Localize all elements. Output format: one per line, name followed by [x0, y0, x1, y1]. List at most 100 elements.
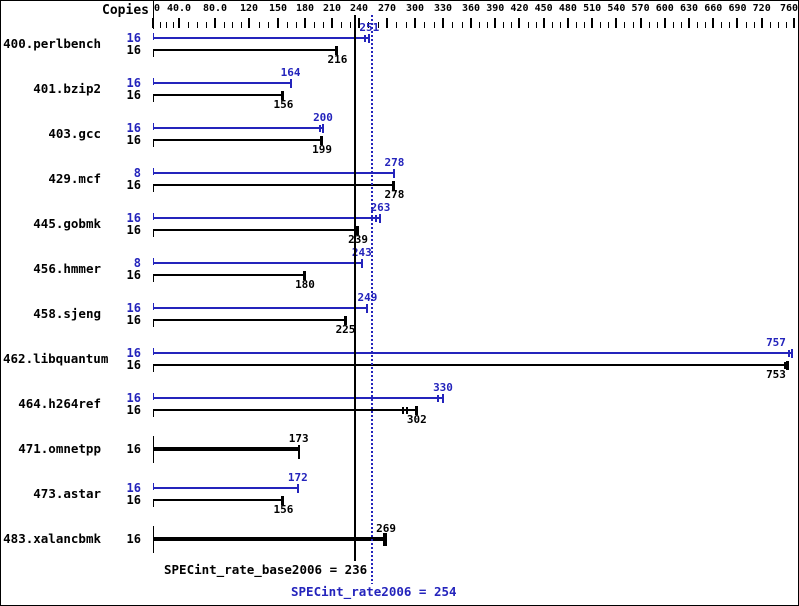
axis-minor-tick — [296, 22, 297, 28]
bar-start-tick — [153, 258, 154, 265]
peak-value-label: 251 — [359, 21, 380, 34]
benchmark-label: 429.mcf — [48, 171, 101, 186]
axis-tick-label: 0 — [154, 3, 161, 14]
bar-run-mark — [319, 125, 321, 132]
bar-start-tick — [153, 348, 154, 355]
axis-minor-tick — [600, 22, 602, 28]
bar-end-cap — [320, 136, 324, 145]
axis-minor-tick — [648, 22, 650, 28]
axis-minor-tick — [551, 22, 553, 28]
copies-value-peak: 16 — [126, 301, 141, 315]
benchmark-label: 401.bzip2 — [33, 81, 101, 96]
benchmark-label: 400.perlbench — [3, 36, 101, 51]
axis-tick-label: 360 — [461, 3, 481, 14]
bar-run-mark — [375, 215, 378, 222]
axis-tick-label: 210 — [322, 3, 342, 14]
bar-end-cap — [281, 496, 285, 505]
copies-value-peak: 16 — [126, 121, 141, 135]
bar-base — [153, 139, 323, 141]
axis-minor-tick — [396, 22, 398, 28]
axis-minor-tick — [777, 22, 779, 28]
axis-minor-tick — [503, 22, 505, 28]
benchmark-label: 445.gobmk — [33, 216, 101, 231]
ref-line-base — [354, 15, 357, 561]
ref-line-peak-dotted — [371, 15, 374, 584]
bar-start-tick — [153, 364, 154, 372]
axis-minor-tick — [632, 22, 634, 28]
axis-minor-tick — [341, 22, 342, 28]
base-value-label: 199 — [312, 143, 333, 156]
axis-minor-tick — [188, 22, 189, 28]
copies-value-base: 16 — [126, 358, 141, 372]
peak-value-label: 172 — [287, 471, 308, 484]
axis-major-tick — [591, 18, 594, 28]
axis-minor-tick — [479, 22, 481, 28]
axis-tick-label: 480 — [558, 3, 577, 14]
bar-end-cap — [322, 124, 324, 133]
copies-value-base: 16 — [126, 88, 141, 102]
axis-major-tick — [152, 18, 154, 28]
bar-start-tick — [153, 499, 154, 507]
bar-end-cap — [368, 34, 371, 43]
copies-value-base: 16 — [126, 223, 141, 237]
base-value-label: 239 — [348, 233, 369, 246]
axis-tick-label: 300 — [405, 3, 425, 14]
copies-value-peak: 16 — [126, 76, 141, 90]
axis-minor-tick — [511, 22, 513, 28]
base-value-label: 269 — [376, 522, 396, 535]
axis-major-tick — [470, 18, 472, 28]
bar-end-cap — [303, 271, 306, 280]
axis-minor-tick — [487, 22, 489, 28]
bar-end-cap — [366, 304, 369, 313]
base-value-label: 753 — [766, 368, 786, 381]
axis-minor-tick — [287, 22, 288, 28]
base-value-label: 278 — [384, 188, 405, 201]
axis-minor-tick — [729, 22, 731, 28]
bar-base — [153, 274, 305, 276]
bar-end-cap — [383, 533, 388, 546]
bar-peak — [153, 397, 443, 399]
bar-start-tick — [153, 274, 154, 282]
bar-start-tick — [153, 213, 154, 220]
axis-major-tick — [304, 18, 306, 28]
axis-major-tick — [615, 18, 618, 28]
bar-end-cap — [392, 181, 396, 190]
copies-value-peak: 16 — [126, 31, 141, 45]
bar-run-mark — [437, 395, 439, 402]
bar-end-cap — [360, 259, 363, 268]
bar-run-mark — [364, 35, 367, 42]
axis-minor-tick — [656, 22, 658, 28]
bar-start-tick — [153, 94, 154, 102]
bar-start-tick — [153, 319, 154, 327]
bar-base — [153, 537, 387, 541]
base-value-label: 302 — [406, 413, 427, 426]
bar-peak — [153, 352, 792, 354]
bar-end-cap — [335, 46, 339, 55]
axis-tick-label: 40.0 — [166, 3, 192, 14]
bar-peak — [153, 127, 323, 129]
bar-base — [153, 364, 789, 366]
axis-tick-label: 80.0 — [202, 3, 228, 14]
axis-minor-tick — [721, 22, 723, 28]
axis-minor-tick — [697, 22, 699, 28]
copies-value-peak: 8 — [133, 256, 141, 270]
bar-end-cap — [379, 214, 382, 223]
axis-minor-tick — [424, 22, 426, 28]
bar-base — [153, 499, 284, 501]
axis-minor-tick — [240, 22, 242, 28]
specint-rate2006-summary-label: SPECint_rate2006 = 254 — [291, 584, 457, 599]
axis-minor-tick — [166, 22, 167, 28]
axis-major-tick — [793, 18, 795, 28]
benchmark-label: 464.h264ref — [18, 396, 101, 411]
copies-value-base: 16 — [126, 493, 141, 507]
axis-tick-label: 120 — [239, 3, 259, 14]
axis-major-tick — [566, 18, 569, 28]
copies-axis-separator-line — [153, 1, 154, 29]
bar-run-mark — [787, 350, 790, 357]
axis-major-tick — [442, 18, 444, 28]
specint-rate-base2006-summary-label: SPECint_rate_base2006 = 236 — [164, 562, 368, 577]
bar-end-cap — [414, 406, 418, 415]
bar-peak — [153, 37, 370, 39]
axis-major-tick — [214, 18, 216, 28]
